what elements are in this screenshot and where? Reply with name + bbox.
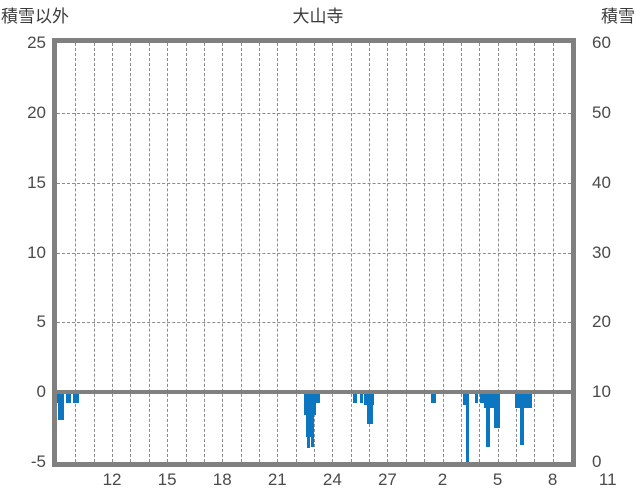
zero-axis-line [57,43,571,462]
x-tick-24: 24 [322,470,342,489]
x-tick-15: 15 [157,470,177,489]
bar [316,392,320,404]
left-tick-0: 0 [36,382,46,402]
x-tick-18: 18 [212,470,232,489]
vertical-gridline [167,43,168,462]
vertical-gridline [516,43,517,462]
bar [521,392,523,419]
x-tick-5: 5 [492,470,503,489]
zero-line [57,390,571,395]
vertical-gridline [369,43,370,462]
vertical-gridline [296,43,297,462]
vertical-gridline [534,43,535,462]
x-tick-21: 21 [267,470,287,489]
vertical-gridline [314,43,315,462]
bar [486,392,490,447]
bar [360,392,363,404]
vertical-gridline [479,43,480,462]
vertical-gridline [424,43,425,462]
left-tick-15: 15 [27,172,46,192]
vertical-gridline [498,43,499,462]
left-tick-25: 25 [27,33,46,52]
right-tick-50: 50 [592,102,611,122]
vertical-gridline [130,43,131,462]
horizontal-gridline [57,113,571,114]
bar [73,392,79,404]
bar [353,392,357,404]
vertical-gridline [222,43,223,462]
bar [520,392,524,446]
bar [58,392,64,421]
bar [311,392,314,447]
right-tick-30: 30 [592,242,611,262]
vertical-gridline [75,43,76,462]
chart-header: 積雪以外 大山寺 積雪 [0,0,636,30]
vertical-gridline [149,43,150,462]
left-tick-neg5: -5 [30,452,46,471]
vertical-gridline [351,43,352,462]
left-axis-title: 積雪以外 [1,7,69,26]
plot-area [52,38,576,467]
vertical-gridline [259,43,260,462]
x-tick-27: 27 [377,470,397,489]
vertical-gridline [241,43,242,462]
gridlines [57,43,571,462]
right-tick-60: 60 [592,33,611,52]
horizontal-gridline [57,183,571,184]
bar [475,392,478,404]
vertical-gridline [553,43,554,462]
vertical-gridline [443,43,444,462]
right-axis-title: 積雪 [601,7,635,26]
vertical-gridline [186,43,187,462]
bar-series [57,43,571,462]
bar [466,392,469,462]
x-tick-12: 12 [102,470,122,489]
right-tick-40: 40 [592,172,611,192]
left-tick-5: 5 [36,312,46,332]
bar [480,392,484,404]
page-title: 大山寺 [292,7,344,26]
vertical-gridline [112,43,113,462]
x-tick-8: 8 [547,470,558,489]
bar [494,392,500,429]
x-tick-11: 11 [598,470,617,489]
bar [307,392,310,449]
right-tick-20: 20 [592,312,611,332]
right-tick-0: 0 [592,452,602,471]
vertical-gridline [277,43,278,462]
horizontal-gridline [57,253,571,254]
bar [431,392,436,404]
bar [367,392,373,425]
left-tick-10: 10 [27,242,46,262]
vertical-gridline [94,43,95,462]
left-tick-20: 20 [27,102,46,122]
vertical-gridline [332,43,333,462]
bar [66,392,71,404]
vertical-gridline [461,43,462,462]
vertical-gridline [387,43,388,462]
vertical-gridline [406,43,407,462]
right-tick-10: 10 [592,382,611,402]
horizontal-gridline [57,322,571,323]
bar [463,392,467,405]
vertical-gridline [204,43,205,462]
x-tick-2: 2 [437,470,448,489]
